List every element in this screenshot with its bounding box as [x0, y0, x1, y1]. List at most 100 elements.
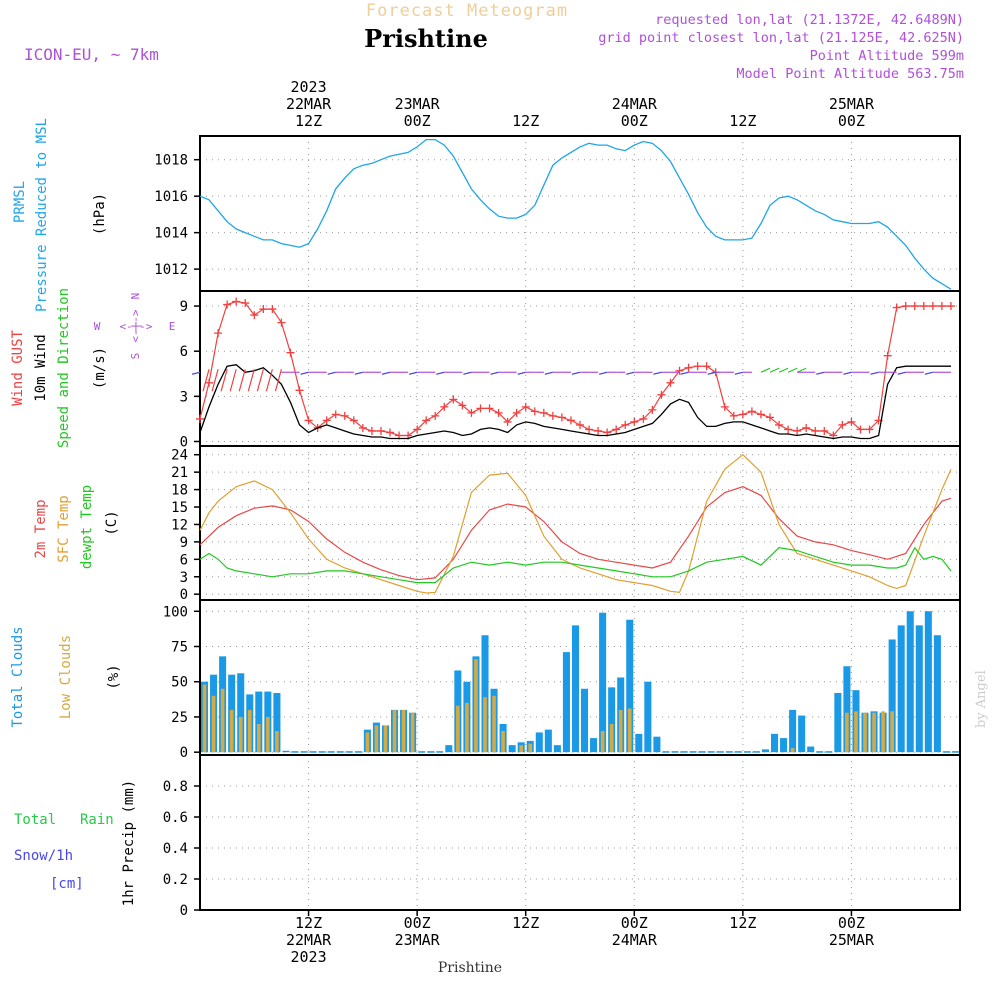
y-tick-label: 1012 — [154, 262, 188, 278]
compass-s: S — [129, 353, 142, 360]
time-label-bottom: 00Z — [621, 914, 648, 932]
gust-point-marker — [693, 362, 702, 371]
time-label-bottom: 25MAR — [829, 931, 875, 949]
gust-point-marker — [512, 408, 521, 417]
gust-point-marker — [467, 408, 476, 417]
speed-dir-label: Speed and Direction — [56, 288, 72, 448]
total-cloud-bar — [725, 751, 733, 753]
y-tick-label: 0 — [180, 903, 188, 919]
gust-point-marker — [530, 407, 539, 416]
gust-point-marker — [738, 410, 747, 419]
wind-direction-arrow — [354, 371, 364, 375]
total-cloud-bar — [816, 751, 824, 753]
low-cloud-bar — [528, 743, 533, 753]
gust-point-marker — [784, 425, 793, 434]
low-cloud-bar — [211, 695, 216, 753]
time-label-top: 12Z — [512, 112, 539, 130]
low-cloud-bar — [483, 697, 487, 753]
total-cloud-bar — [300, 751, 308, 753]
wind-direction-arrow — [202, 369, 210, 392]
wind-direction-arrow — [381, 371, 391, 375]
wind-direction-arrow — [653, 371, 662, 375]
y-tick-label: 0 — [180, 745, 188, 761]
y-tick-label: 50 — [171, 675, 188, 691]
low-cloud-bar — [392, 709, 397, 753]
time-label-bottom: 12Z — [512, 914, 539, 932]
total-cloud-bar — [671, 751, 679, 753]
y-tick-label: 0.4 — [163, 841, 188, 857]
wind-direction-arrow — [707, 371, 716, 375]
y-tick-label: 1014 — [154, 226, 188, 242]
gust-point-marker — [259, 305, 268, 314]
wind-direction-arrow — [191, 371, 201, 375]
y-tick-label: 24 — [171, 448, 188, 464]
total-cloud-bar — [951, 751, 959, 753]
total-cloud-bar — [933, 635, 941, 753]
gust-point-marker — [521, 402, 530, 411]
compass-mid-v: <-|-> — [129, 309, 142, 342]
time-label-top: 22MAR — [286, 95, 332, 113]
y-tick-label: 3 — [180, 570, 188, 586]
low-cloud-bar — [465, 702, 469, 753]
gust-point-marker — [286, 348, 295, 357]
grid-lines — [200, 136, 960, 911]
wind-direction-arrow — [778, 367, 789, 373]
gust-point-marker — [349, 416, 358, 425]
gust-point-marker — [304, 416, 313, 425]
gust-point-marker — [196, 414, 204, 423]
low-cloud-bar — [501, 731, 505, 753]
gust-point-marker — [376, 426, 385, 435]
prmsl-desc-label: Pressure Reduced to MSL — [34, 118, 50, 312]
gust-point-marker — [594, 426, 603, 435]
gust-point-marker — [775, 420, 784, 429]
gust-point-marker — [648, 405, 657, 414]
gust-point-marker — [557, 413, 566, 422]
pressure-labels: PRMSL Pressure Reduced to MSL (hPa) — [12, 118, 108, 312]
footer-location: Prishtine — [438, 960, 502, 976]
cloud-labels: Total Clouds Low Clouds (%) — [10, 626, 122, 727]
total-cloud-bar — [897, 625, 905, 753]
precip-labels: Total Rain Snow/1h [cm] 1hr Precip (mm) — [14, 780, 137, 906]
time-label-top: 00Z — [404, 112, 431, 130]
axis-labels: 1012101410161018036903691215182124025507… — [154, 78, 875, 966]
total-cloud-bar — [581, 688, 589, 753]
low-cloud-bar — [863, 712, 867, 753]
low-cloud-bar — [257, 724, 261, 753]
total-cloud-bar — [291, 751, 299, 753]
wind-direction-arrow — [924, 371, 934, 375]
low-cloud-bar — [474, 659, 478, 753]
gust-point-marker — [576, 420, 584, 429]
total-cloud-bar — [481, 635, 489, 753]
low-cloud-bar — [247, 709, 252, 753]
gust-point-marker — [241, 299, 250, 308]
gust-point-marker — [919, 302, 928, 311]
total-cloud-bar — [345, 751, 353, 753]
time-label-bottom: 2023 — [291, 948, 327, 966]
total-clouds-label: Total Clouds — [10, 626, 26, 727]
snow-unit-label: [cm] — [50, 876, 84, 892]
total-cloud-bar — [924, 611, 932, 753]
gust-point-marker — [811, 426, 820, 435]
wind-direction-arrow — [265, 369, 273, 392]
total-label: Total — [14, 812, 56, 828]
total-cloud-bar — [761, 749, 769, 753]
gust-point-marker — [910, 302, 919, 311]
gust-point-marker — [440, 402, 449, 411]
wind-direction-arrow — [680, 371, 689, 375]
time-label-bottom: 22MAR — [286, 931, 332, 949]
wind-direction-arrow — [436, 371, 445, 375]
wind-direction-arrow — [211, 369, 219, 392]
total-cloud-bar — [834, 693, 842, 753]
low-cloud-bar — [881, 711, 885, 753]
total-cloud-bar — [282, 750, 290, 753]
gust-point-marker — [503, 417, 512, 426]
wind-direction-arrow — [300, 371, 309, 375]
gust-point-marker — [630, 417, 639, 426]
y-tick-label: 15 — [171, 500, 188, 516]
total-cloud-bar — [771, 733, 779, 753]
y-tick-label: 0.2 — [163, 872, 188, 888]
low-cloud-bar — [410, 712, 415, 753]
wind-direction-arrow — [816, 371, 825, 375]
gust-point-marker — [295, 386, 304, 395]
total-cloud-bar — [336, 751, 344, 753]
